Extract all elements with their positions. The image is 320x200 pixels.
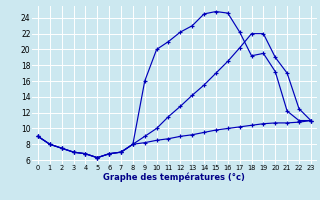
X-axis label: Graphe des températures (°c): Graphe des températures (°c) (103, 173, 245, 182)
